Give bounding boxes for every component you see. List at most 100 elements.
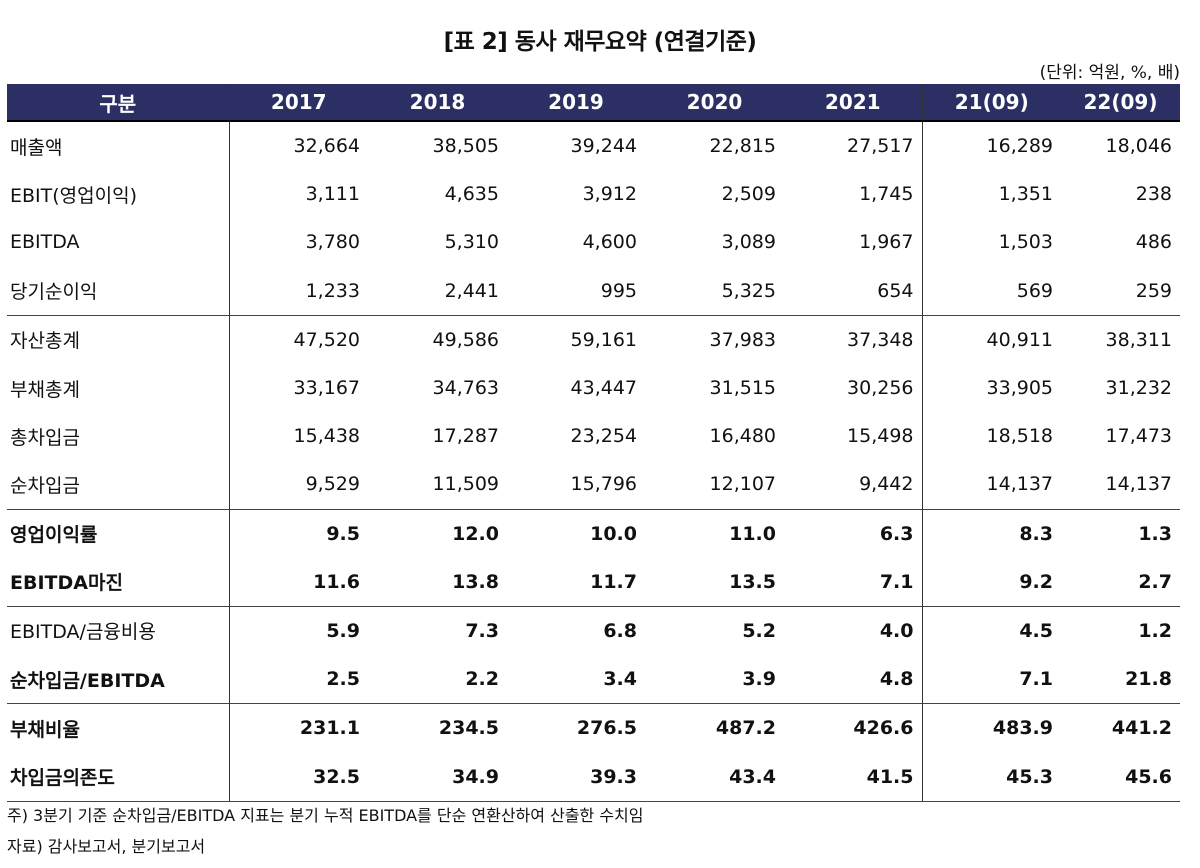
- cell-value: 40,911: [922, 314, 1061, 364]
- row-label: 부채비율: [7, 703, 230, 753]
- cell-value: 33,905: [986, 377, 1053, 400]
- cell-value: 3,912: [582, 183, 637, 206]
- cell-value: 995: [600, 279, 637, 302]
- cell-value: 31,515: [709, 377, 776, 400]
- cell-value: 486: [1135, 231, 1172, 254]
- cell-value: 14,137: [1105, 473, 1172, 496]
- cell-value: 4.0: [784, 605, 923, 656]
- cell-value: 33,167: [293, 377, 360, 400]
- cell-value: 15,498: [784, 412, 923, 461]
- cell-value: 5.2: [645, 605, 784, 656]
- cell-value: 3,089: [721, 231, 776, 254]
- cell-value: 4.5: [922, 605, 1061, 656]
- cell-value: 2.7: [1138, 570, 1172, 593]
- cell-value: 3.9: [742, 668, 776, 691]
- cell-value: 12,107: [709, 473, 776, 496]
- header-row: 구분 2017 2018 2019 2020 2021 21(09) 22(09): [7, 84, 1180, 122]
- cell-value: 39.3: [507, 752, 645, 802]
- cell-value: 17,473: [1105, 425, 1172, 448]
- cell-value: 238: [1135, 183, 1172, 206]
- table-row: 부채비율 231.1 234.5 276.5 487.2 426.6 483.9 441.2: [7, 703, 1180, 753]
- cell-value: 32.5: [229, 752, 368, 802]
- cell-value: 38,505: [432, 135, 499, 158]
- column-header-period: 2021: [784, 84, 923, 122]
- cell-value: 38,311: [1061, 314, 1180, 364]
- column-header-period: 22(09): [1061, 84, 1180, 122]
- cell-value: 487.2: [645, 703, 784, 753]
- table-row: 매출액 32,664 38,505 39,244 22,815 27,517 16,289 1…: [7, 121, 1180, 171]
- cell-value: 21.8: [1125, 668, 1172, 691]
- cell-value: 9.2: [1019, 570, 1053, 593]
- cell-value: 37,348: [784, 314, 923, 364]
- cell-value: 654: [784, 266, 923, 316]
- row-label: 영업이익률: [7, 508, 230, 558]
- cell-value: 5.9: [229, 605, 368, 656]
- cell-value: 7.1: [1019, 668, 1053, 691]
- financial-summary-table: 구분 2017 2018 2019 2020 2021 21(09) 22(09) 매출액 32…: [7, 84, 1180, 802]
- cell-value: 4,600: [582, 231, 637, 254]
- cell-value: 9,442: [784, 460, 923, 509]
- cell-value: 45.3: [922, 752, 1061, 802]
- cell-value: 14,137: [986, 473, 1053, 496]
- cell-value: 11.0: [645, 508, 784, 558]
- cell-value: 43,447: [570, 377, 637, 400]
- cell-value: 2,441: [444, 279, 499, 302]
- row-label: EBITDA/금융비용: [7, 605, 230, 656]
- column-header-label: 구분: [7, 84, 230, 122]
- column-header-period: 2019: [507, 84, 645, 122]
- cell-value: 11,509: [432, 473, 499, 496]
- cell-value: 37,983: [645, 314, 784, 364]
- cell-value: 12.0: [368, 508, 507, 558]
- cell-value: 31,232: [1105, 377, 1172, 400]
- cell-value: 1,351: [998, 183, 1053, 206]
- cell-value: 15,438: [293, 425, 360, 448]
- cell-value: 16,480: [709, 425, 776, 448]
- row-label: EBITDA마진: [7, 557, 230, 607]
- unit-label: (단위: 억원, %, 배): [1039, 63, 1180, 83]
- cell-value: 1,745: [784, 170, 923, 219]
- table-row: EBITDA 3,780 5,310 4,600 3,089 1,967 1,503 486: [7, 218, 1180, 267]
- cell-value: 39,244: [570, 135, 637, 158]
- cell-value: 59,161: [507, 314, 645, 364]
- cell-value: 1,503: [998, 231, 1053, 254]
- table-row: EBITDA/금융비용 5.9 7.3 6.8 5.2 4.0 4.5 1.2: [7, 605, 1180, 656]
- cell-value: 7.1: [784, 557, 923, 607]
- column-header-period: 2018: [368, 84, 507, 122]
- table-row: 부채총계 33,167 34,763 43,447 31,515 30,256 33,905…: [7, 363, 1180, 413]
- cell-value: 49,586: [368, 314, 507, 364]
- cell-value: 32,664: [293, 135, 360, 158]
- cell-value: 2.5: [326, 668, 360, 691]
- cell-value: 30,256: [784, 363, 923, 413]
- cell-value: 426.6: [784, 703, 923, 753]
- cell-value: 9,529: [305, 473, 360, 496]
- table-row: 당기순이익 1,233 2,441 995 5,325 654 569 259: [7, 266, 1180, 316]
- cell-value: 3.4: [603, 668, 637, 691]
- cell-value: 2,509: [721, 183, 776, 206]
- column-header-period: 2020: [645, 84, 784, 122]
- cell-value: 483.9: [922, 703, 1061, 753]
- footnote-note: 주) 3분기 기준 순차입금/EBITDA 지표는 분기 누적 EBITDA를 …: [7, 806, 644, 825]
- cell-value: 441.2: [1061, 703, 1180, 753]
- cell-value: 1,233: [305, 279, 360, 302]
- cell-value: 9.5: [229, 508, 368, 558]
- cell-value: 34.9: [368, 752, 507, 802]
- table-row: EBIT(영업이익) 3,111 4,635 3,912 2,509 1,745 1,351…: [7, 170, 1180, 219]
- cell-value: 8.3: [922, 508, 1061, 558]
- cell-value: 3,111: [305, 183, 360, 206]
- cell-value: 11.7: [590, 570, 637, 593]
- cell-value: 276.5: [507, 703, 645, 753]
- table-row: 자산총계 47,520 49,586 59,161 37,983 37,348 40,911…: [7, 314, 1180, 364]
- cell-value: 5,310: [444, 231, 499, 254]
- cell-value: 13.5: [729, 570, 776, 593]
- row-label: 총차입금: [7, 412, 230, 461]
- cell-value: 6.3: [784, 508, 923, 558]
- table-row: 영업이익률 9.5 12.0 10.0 11.0 6.3 8.3 1.3: [7, 508, 1180, 558]
- cell-value: 1,967: [784, 218, 923, 267]
- cell-value: 16,289: [986, 135, 1053, 158]
- column-header-period: 21(09): [922, 84, 1061, 122]
- row-label: 자산총계: [7, 314, 230, 364]
- row-label: EBITDA: [7, 218, 230, 267]
- cell-value: 4,635: [444, 183, 499, 206]
- cell-value: 6.8: [507, 605, 645, 656]
- cell-value: 5,325: [721, 279, 776, 302]
